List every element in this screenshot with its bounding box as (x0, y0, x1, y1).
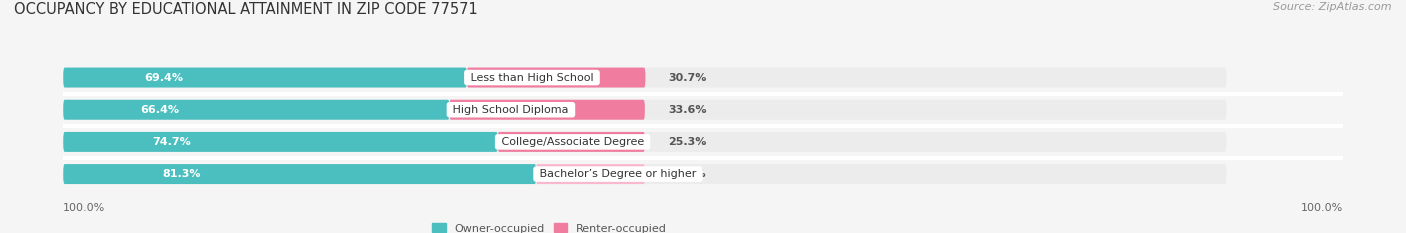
Text: 33.6%: 33.6% (668, 105, 707, 115)
FancyBboxPatch shape (63, 164, 1226, 184)
Text: 66.4%: 66.4% (141, 105, 180, 115)
Text: Source: ZipAtlas.com: Source: ZipAtlas.com (1274, 2, 1392, 12)
FancyBboxPatch shape (63, 100, 450, 120)
FancyBboxPatch shape (63, 100, 1226, 120)
Text: 18.7%: 18.7% (668, 169, 707, 179)
FancyBboxPatch shape (467, 68, 645, 88)
Text: Less than High School: Less than High School (467, 72, 598, 82)
Text: 74.7%: 74.7% (152, 137, 191, 147)
FancyBboxPatch shape (63, 132, 498, 152)
Legend: Owner-occupied, Renter-occupied: Owner-occupied, Renter-occupied (432, 223, 666, 233)
Text: 100.0%: 100.0% (1301, 203, 1343, 213)
Text: 25.3%: 25.3% (668, 137, 706, 147)
Text: OCCUPANCY BY EDUCATIONAL ATTAINMENT IN ZIP CODE 77571: OCCUPANCY BY EDUCATIONAL ATTAINMENT IN Z… (14, 2, 478, 17)
FancyBboxPatch shape (63, 68, 467, 88)
Text: 100.0%: 100.0% (63, 203, 105, 213)
Text: College/Associate Degree: College/Associate Degree (498, 137, 647, 147)
FancyBboxPatch shape (63, 68, 1226, 88)
FancyBboxPatch shape (450, 100, 645, 120)
FancyBboxPatch shape (536, 164, 645, 184)
FancyBboxPatch shape (498, 132, 645, 152)
Text: High School Diploma: High School Diploma (450, 105, 572, 115)
Text: 81.3%: 81.3% (162, 169, 201, 179)
FancyBboxPatch shape (63, 164, 536, 184)
FancyBboxPatch shape (63, 132, 1226, 152)
Text: Bachelor’s Degree or higher: Bachelor’s Degree or higher (536, 169, 700, 179)
Text: 30.7%: 30.7% (669, 72, 707, 82)
Text: 69.4%: 69.4% (145, 72, 184, 82)
